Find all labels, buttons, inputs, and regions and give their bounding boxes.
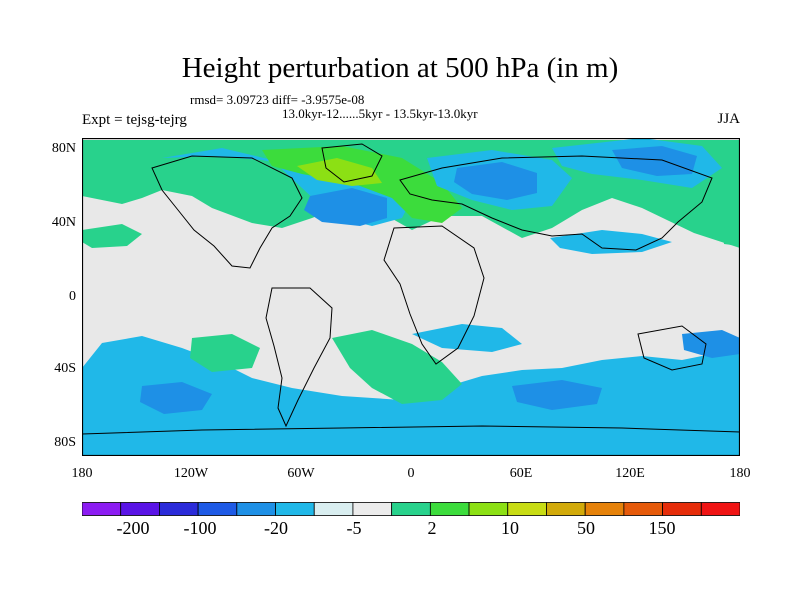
colorbar-swatch	[197, 502, 238, 516]
period-text: 13.0kyr-12......5kyr - 13.5kyr-13.0kyr	[282, 106, 478, 121]
colorbar-swatch	[584, 502, 625, 516]
south-america-outline	[265, 287, 333, 428]
greenland-outline	[321, 143, 383, 183]
height-field	[82, 138, 740, 456]
chart-title: Height perturbation at 500 hPa (in m)	[181, 52, 619, 84]
colorbar-swatch	[429, 502, 470, 516]
lon-label-0: 0	[407, 466, 415, 481]
lon-label-60e: 60E	[509, 466, 533, 481]
colorbar-swatch	[313, 502, 354, 516]
lat-label-0: 0	[69, 289, 76, 304]
colorbar-swatch	[82, 502, 122, 516]
colorbar-swatch	[662, 502, 702, 516]
colorbar-label: 150	[648, 518, 676, 538]
colorbar-label: -20	[264, 518, 288, 538]
colorbar-swatch	[546, 502, 586, 516]
field-region-positive	[82, 224, 142, 248]
field-region-strong-negative	[140, 382, 212, 414]
field-region-positive	[722, 224, 740, 246]
stats-text: rmsd= 3.09723 diff= -3.9575e-08	[190, 92, 365, 107]
lon-label-180e: 180	[729, 466, 751, 481]
colorbar-swatch	[391, 502, 431, 516]
colorbar-swatch	[352, 502, 393, 516]
field-region-strong-negative	[612, 146, 697, 176]
lon-label-120w: 120W	[173, 466, 209, 481]
field-region-strong-negative	[304, 188, 387, 226]
colorbar-label: 2	[427, 518, 437, 538]
contour-map	[82, 138, 740, 456]
africa-outline	[383, 225, 485, 365]
colorbar	[82, 502, 740, 516]
colorbar-swatch	[468, 502, 509, 516]
lon-label-180w: 180	[71, 466, 93, 481]
colorbar-label: -100	[183, 518, 217, 538]
colorbar-label: 50	[577, 518, 595, 538]
colorbar-swatch	[623, 502, 663, 516]
field-region-negative	[82, 336, 740, 456]
experiment-label: Expt = tejsg-tejrg	[82, 112, 187, 128]
north-america-outline	[151, 155, 303, 269]
colorbar-label: 10	[501, 518, 519, 538]
lat-label-40s: 40S	[54, 361, 76, 376]
colorbar-label: -5	[346, 518, 362, 538]
colorbar-swatch	[507, 502, 547, 516]
lat-label-80s: 80S	[54, 435, 76, 450]
lon-label-120e: 120E	[615, 466, 645, 481]
season-label: JJA	[717, 111, 740, 127]
colorbar-swatch	[700, 502, 740, 516]
antarctica-outline	[82, 425, 740, 435]
europe-asia-outline	[399, 155, 713, 251]
field-region-strong-negative	[454, 162, 537, 200]
colorbar-label: -200	[116, 518, 150, 538]
field-region-positive	[332, 330, 462, 404]
field-region-peak-positive	[297, 158, 382, 186]
colorbar-swatch	[275, 502, 315, 516]
colorbar-swatch	[120, 502, 160, 516]
colorbar-swatch	[159, 502, 199, 516]
lon-label-60w: 60W	[287, 466, 315, 481]
map-frame	[82, 138, 740, 456]
colorbar-swatch	[236, 502, 276, 516]
lat-label-40n: 40N	[51, 215, 76, 230]
australia-outline	[637, 325, 707, 371]
field-region-negative	[412, 324, 522, 352]
coastlines	[82, 143, 740, 435]
lat-label-80n: 80N	[51, 141, 76, 156]
field-region-strong-negative	[512, 380, 602, 410]
field-region-positive	[190, 334, 260, 372]
